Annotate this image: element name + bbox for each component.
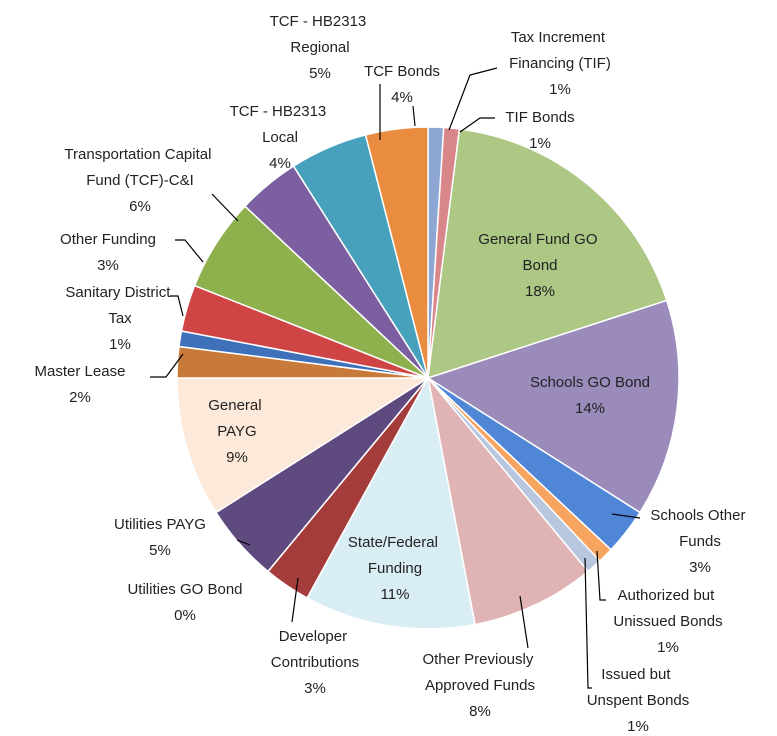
leader-line [291, 577, 299, 623]
slice-label: Authorized but Unissued Bonds [613, 587, 722, 630]
leader-line [211, 193, 239, 222]
value-label: 6% [129, 198, 151, 215]
value-label: 5% [149, 542, 171, 559]
pie-slice [364, 126, 429, 379]
value-label: 3% [304, 680, 326, 697]
pie-slice [427, 128, 668, 380]
slice-label: TCF - HB2313 Regional [270, 13, 371, 56]
pie-slice [426, 299, 680, 514]
value-label: 11% [381, 586, 410, 603]
value-label: 1% [109, 336, 131, 353]
leader-line [236, 539, 251, 546]
slice-label: General PAYG [208, 397, 266, 440]
value-label: 0% [174, 607, 196, 624]
slice-label: Schools GO Bond [530, 374, 650, 391]
value-label: 3% [689, 559, 711, 576]
slice-label: State/Federal Funding [348, 534, 442, 577]
slice-label: Sanitary District Tax [65, 284, 174, 327]
value-label: 4% [269, 155, 291, 172]
leader-line [611, 513, 641, 519]
slice-label: Master Lease [35, 363, 126, 380]
value-label: 5% [309, 65, 331, 82]
slice-label: Other Funding [60, 231, 156, 248]
slice-label: TIF Bonds [505, 109, 574, 126]
slice-label: Issued but Unspent Bonds [587, 666, 690, 709]
value-label: 4% [391, 89, 413, 106]
leader-line [459, 117, 495, 133]
value-label: 8% [469, 703, 491, 720]
leader-line [412, 105, 416, 127]
pie-slice [176, 377, 431, 514]
leader-line [150, 353, 184, 378]
leader-line [175, 239, 204, 263]
slice-label: Transportation Capital Fund (TCF)-C&I [64, 146, 215, 189]
value-label: 18% [525, 283, 555, 300]
slice-label: TCF - HB2313 Local [230, 103, 331, 146]
leader-line [448, 67, 498, 131]
leader-line [584, 557, 592, 689]
slice-label: Developer Contributions [271, 628, 359, 671]
value-label: 1% [627, 718, 649, 735]
slice-label: Utilities GO Bond [127, 581, 242, 598]
pie-slice [306, 375, 476, 630]
slice-label: Schools Other Funds [650, 507, 749, 550]
value-label: 2% [69, 389, 91, 406]
value-label: 9% [226, 449, 248, 466]
leader-line [596, 550, 606, 601]
value-label: 1% [549, 81, 571, 98]
value-label: 3% [97, 257, 119, 274]
value-label: 1% [529, 135, 551, 152]
slice-label: Utilities PAYG [114, 516, 206, 533]
slice-label: Other Previously Approved Funds [422, 651, 537, 694]
slice-label: General Fund GO Bond [478, 231, 601, 274]
value-label: 1% [657, 639, 679, 656]
leader-line [519, 595, 529, 649]
slice-label: TCF Bonds [364, 63, 440, 80]
slice-label: Tax Increment Financing (TIF) [509, 29, 611, 72]
pie-slice [427, 377, 590, 626]
leader-line [170, 295, 184, 317]
value-label: 14% [575, 400, 605, 417]
